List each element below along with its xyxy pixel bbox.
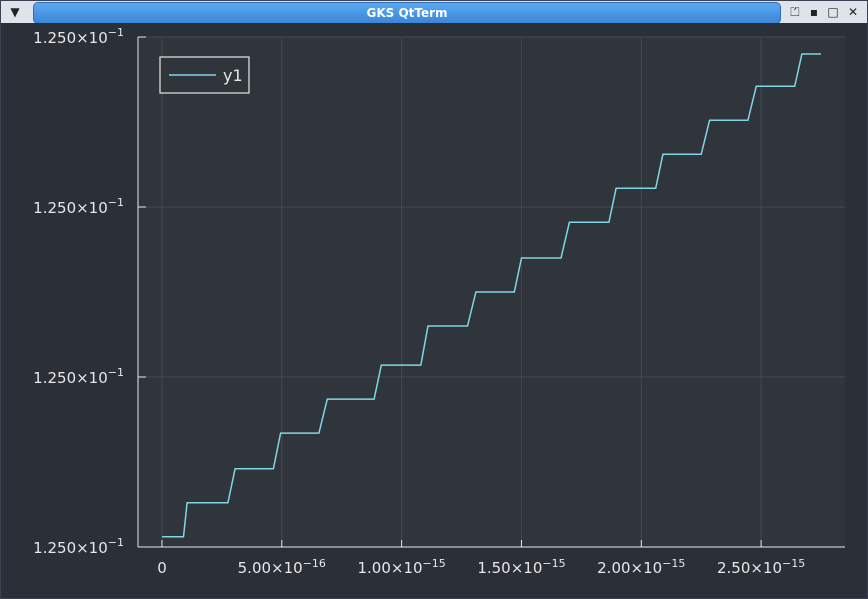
x-tick-label: 0 — [157, 559, 167, 577]
x-tick-label: 2.00×10−15 — [597, 557, 685, 577]
x-tick-label: 2.50×10−15 — [717, 557, 805, 577]
shade-icon[interactable]: ⏍ — [790, 5, 800, 19]
legend: y1 — [159, 56, 250, 94]
chart: 0 5.00×10−16 1.00×10−15 1.50×10−15 2.00×10−1… — [1, 23, 867, 598]
series-layer — [162, 53, 821, 538]
close-icon[interactable]: ✕ — [847, 5, 859, 19]
window-title: GKS QtTerm — [366, 6, 448, 20]
x-tick-label: 1.50×10−15 — [477, 557, 565, 577]
y-tick-label: 1.250×10−1 — [33, 366, 124, 387]
title-bar[interactable]: ▼ GKS QtTerm ⏍ ▪ □ ✕ — [1, 1, 867, 24]
series-line-y1 — [162, 53, 821, 538]
y-tick-label: 1.250×10−1 — [33, 196, 124, 217]
title-pill[interactable]: GKS QtTerm — [33, 2, 781, 24]
maximize-icon[interactable]: □ — [827, 5, 839, 19]
x-tick-label: 5.00×10−16 — [238, 557, 326, 577]
y-tick-label: 1.250×10−1 — [33, 536, 124, 557]
sticky-icon[interactable]: ▪ — [809, 5, 819, 19]
axes: 0 5.00×10−16 1.00×10−15 1.50×10−15 2.00×10−1… — [33, 26, 845, 577]
x-tick-label: 1.00×10−15 — [357, 557, 445, 577]
y-tick-label: 1.250×10−1 — [33, 26, 124, 47]
legend-label-y1: y1 — [223, 66, 243, 85]
menu-down-icon[interactable]: ▼ — [10, 5, 20, 19]
